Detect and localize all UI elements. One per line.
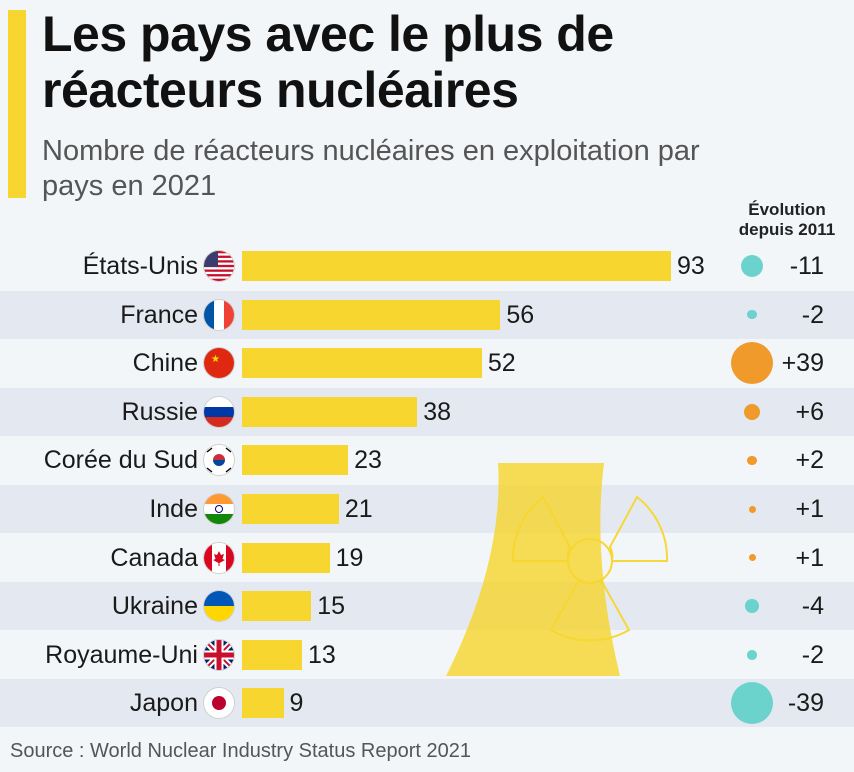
evolution-header: Évolution depuis 2011	[738, 200, 836, 239]
change-bubble	[747, 309, 757, 320]
bar-row: Royaume-Uni 13 -2	[0, 631, 854, 679]
value-label: 19	[335, 543, 364, 572]
change-label: +1	[795, 495, 824, 523]
us-flag-icon	[204, 251, 234, 281]
value-label: 56	[506, 300, 535, 329]
bar-row: Canada 19 +1	[0, 534, 854, 582]
ukraine-flag-icon	[204, 591, 234, 622]
country-label: France	[120, 300, 198, 329]
canada-flag-icon	[204, 542, 234, 573]
bar-row: États-Unis 93 -11	[0, 242, 854, 290]
change-label: +6	[795, 397, 824, 426]
value-label: 93	[677, 252, 705, 280]
change-label: +39	[781, 349, 824, 378]
bar	[242, 639, 302, 670]
bar-row: Inde 21 +1	[0, 485, 854, 533]
value-label: 21	[344, 495, 373, 523]
bar	[242, 445, 349, 476]
bar	[242, 688, 284, 719]
russia-flag-icon	[204, 396, 234, 427]
bar-row: Corée du Sud 23 +2	[0, 436, 854, 484]
france-flag-icon	[204, 299, 234, 330]
change-label: -2	[801, 300, 824, 329]
source-note: Source : World Nuclear Industry Status R…	[10, 740, 471, 762]
country-label: États-Unis	[82, 252, 198, 280]
bar	[242, 251, 671, 281]
india-flag-icon	[204, 494, 234, 524]
country-label: Ukraine	[111, 592, 198, 621]
bar	[242, 348, 482, 379]
change-bubble	[748, 505, 756, 513]
value-label: 38	[423, 397, 452, 426]
svg-text:★: ★	[211, 354, 220, 365]
south-korea-flag-icon	[204, 445, 234, 476]
chart-title: Les pays avec le plus de réacteurs nuclé…	[42, 6, 614, 118]
value-label: 9	[289, 689, 304, 718]
country-label: Canada	[110, 543, 198, 572]
change-bubble	[740, 254, 764, 278]
bar	[242, 396, 418, 427]
bar-row: France 56 -2	[0, 290, 854, 339]
chart-subtitle: Nombre de réacteurs nucléaires en exploi…	[42, 135, 700, 202]
china-flag-icon: ★	[204, 348, 234, 379]
country-label: Inde	[149, 495, 198, 523]
change-label: +2	[795, 446, 824, 475]
change-bubble	[745, 599, 759, 613]
radiation-symbol-icon	[511, 495, 669, 642]
bar	[242, 542, 330, 573]
change-bubble	[747, 455, 757, 466]
country-label: Royaume-Uni	[45, 640, 198, 669]
change-label: -39	[787, 689, 824, 718]
change-label: -4	[801, 592, 824, 621]
change-label: -11	[789, 252, 824, 280]
country-label: Japon	[129, 689, 198, 718]
japan-flag-icon	[204, 688, 234, 719]
bar-row: Russie 38 +6	[0, 387, 854, 436]
change-bubble	[731, 342, 773, 385]
accent-bar	[8, 10, 26, 198]
country-label: Corée du Sud	[43, 446, 198, 475]
country-label: Russie	[121, 397, 198, 426]
value-label: 23	[354, 446, 382, 475]
value-label: 15	[317, 592, 345, 621]
uk-flag-icon	[204, 639, 234, 670]
change-bubble	[747, 650, 757, 660]
country-label: Chine	[132, 349, 198, 378]
bar-row: Ukraine 15 -4	[0, 582, 854, 631]
bar-row: Japon 9 -39	[0, 679, 854, 728]
value-label: 13	[307, 640, 336, 669]
change-bubble	[748, 554, 756, 562]
change-label: +1	[795, 543, 824, 572]
bar	[242, 494, 339, 524]
bar-row: Chine ★ 52 +39	[0, 339, 854, 387]
value-label: 52	[487, 349, 516, 378]
bar	[242, 591, 312, 622]
change-bubble	[743, 403, 761, 421]
cooling-tower-icon	[446, 463, 620, 676]
change-bubble	[731, 682, 773, 725]
bar	[242, 299, 501, 330]
change-label: -2	[801, 640, 824, 669]
